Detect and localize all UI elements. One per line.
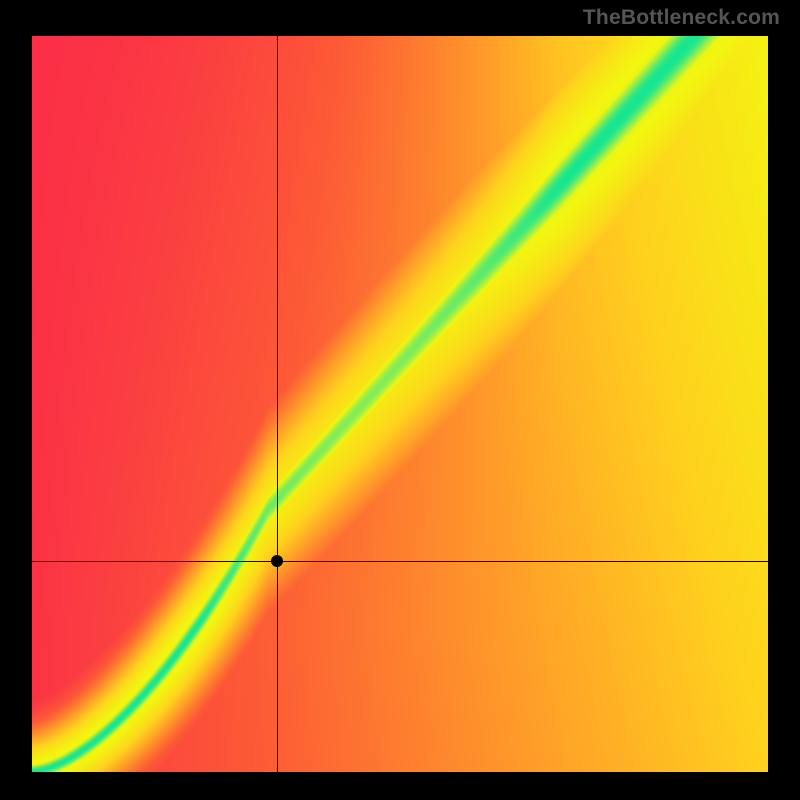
plot-area	[32, 36, 768, 772]
watermark-text: TheBottleneck.com	[583, 6, 780, 30]
heatmap-canvas	[32, 36, 768, 772]
crosshair-horizontal	[32, 561, 768, 562]
chart-frame: TheBottleneck.com	[0, 0, 800, 800]
crosshair-vertical	[277, 36, 278, 772]
data-point-marker	[271, 555, 283, 567]
